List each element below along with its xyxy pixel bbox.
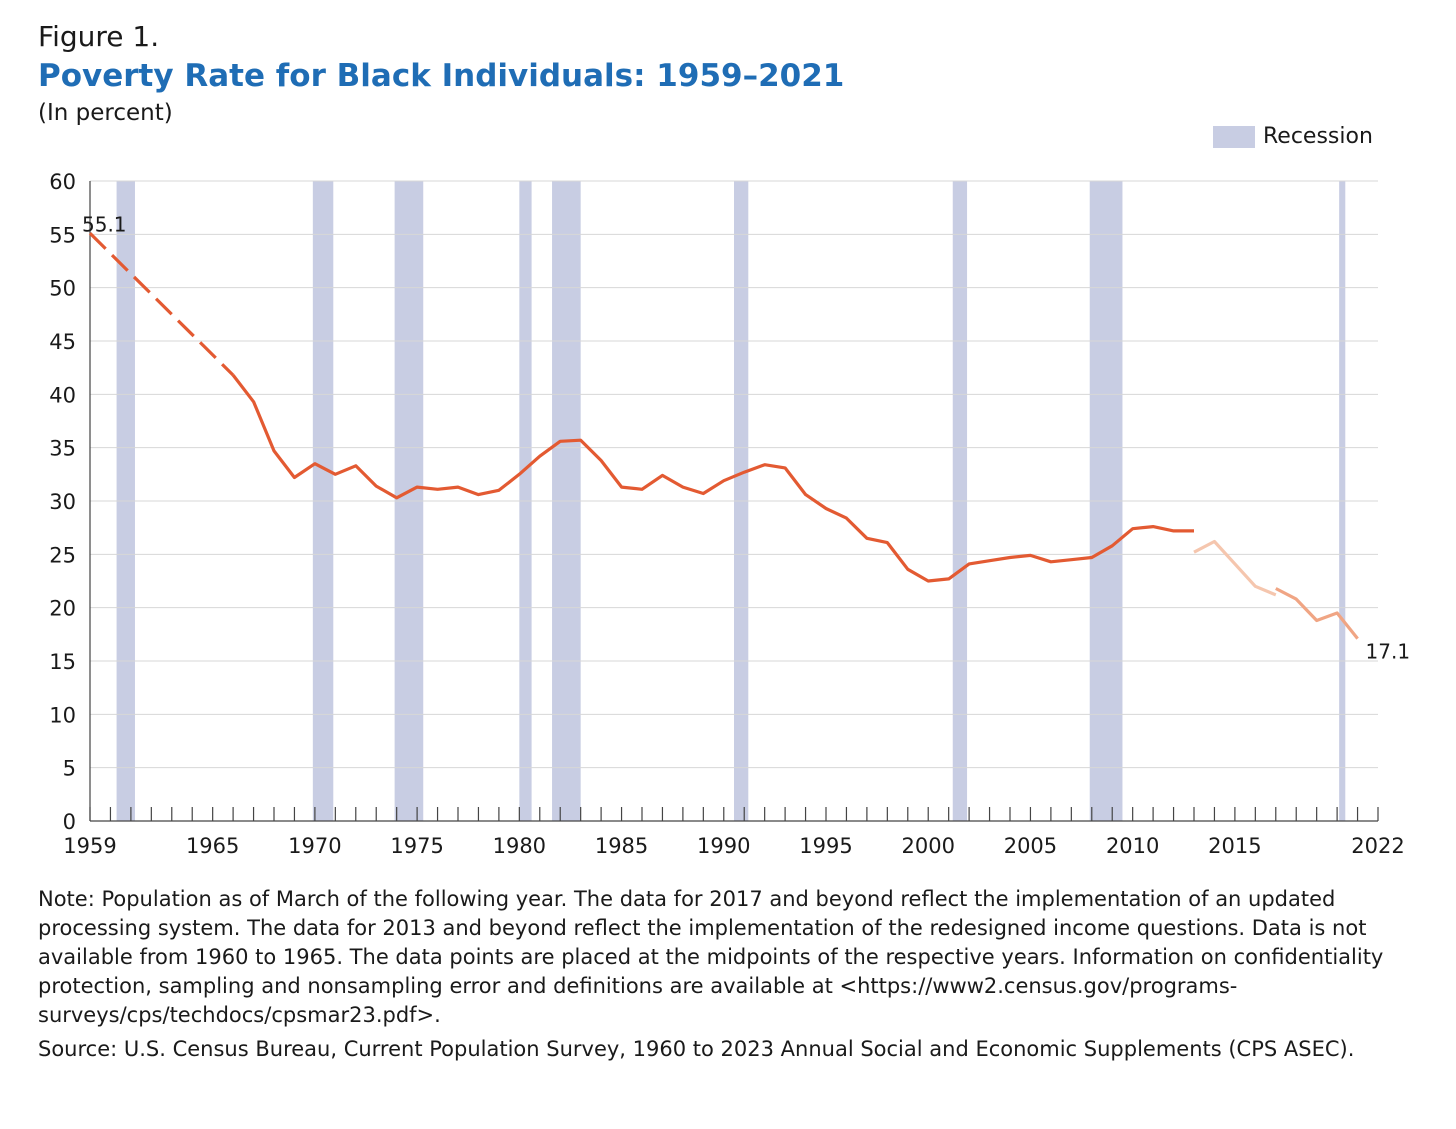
source-text: Source: U.S. Census Bureau, Current Popu… (38, 1037, 1355, 1061)
x-tick-label: 2015 (1208, 834, 1261, 858)
y-tick-label: 50 (49, 277, 76, 301)
y-tick-label: 40 (49, 383, 76, 407)
unit-label: (In percent) (38, 100, 173, 126)
x-tick-label: 1980 (493, 834, 546, 858)
x-tick-label: 1970 (288, 834, 341, 858)
note-text: Note: Population as of March of the foll… (38, 887, 1384, 1027)
x-tick-label: 1995 (799, 834, 852, 858)
series-line (88, 232, 235, 377)
y-tick-label: 5 (63, 757, 76, 781)
y-tick-label: 30 (49, 490, 76, 514)
x-tick-label: 2022 (1351, 834, 1404, 858)
x-tick-label: 2000 (901, 834, 954, 858)
line-chart: 0 5 10 15 20 25 30 35 40 45 50 55 60 1959 1965 1970 1975… (49, 170, 1411, 858)
data-label-start: 55.1 (82, 212, 127, 236)
x-tick-label: 1985 (595, 834, 648, 858)
series-line (1275, 587, 1359, 640)
legend-swatch-recession (1213, 125, 1255, 148)
y-tick-label: 55 (49, 223, 76, 247)
y-tick-label: 0 (63, 810, 76, 834)
y-tick-label: 20 (49, 597, 76, 621)
x-tick-label: 1965 (186, 834, 239, 858)
x-tick-label: 2005 (1004, 834, 1057, 858)
x-tick-label: 1975 (390, 834, 443, 858)
y-tick-label: 60 (49, 170, 76, 194)
chart-title: Poverty Rate for Black Individuals: 1959… (38, 58, 845, 94)
series-line (231, 374, 1194, 583)
chart-notes: Note: Population as of March of the foll… (38, 885, 1428, 1069)
y-tick-label: 45 (49, 330, 76, 354)
legend-label-recession: Recession (1263, 124, 1373, 149)
x-tick-label: 2010 (1106, 834, 1159, 858)
series-line (1193, 539, 1277, 597)
legend: Recession (1213, 124, 1373, 149)
x-tick-label: 1990 (697, 834, 750, 858)
x-tick-label: 1959 (63, 834, 116, 858)
y-tick-label: 15 (49, 650, 76, 674)
y-tick-label: 35 (49, 437, 76, 461)
y-tick-label: 25 (49, 543, 76, 567)
figure-label: Figure 1. (38, 20, 160, 53)
data-label-end: 17.1 (1366, 640, 1411, 664)
y-tick-label: 10 (49, 703, 76, 727)
